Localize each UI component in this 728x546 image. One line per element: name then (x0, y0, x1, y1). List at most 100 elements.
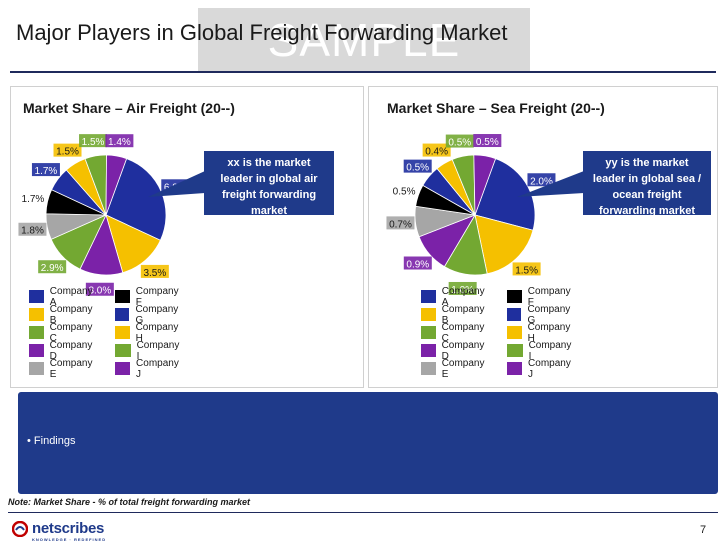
legend-swatch (115, 308, 130, 321)
legend-swatch (421, 290, 436, 303)
sea-freight-callout: yy is the market leader in global sea / … (583, 151, 711, 217)
callout-pointer (148, 171, 205, 197)
legend-item-company-h: Company H (507, 322, 573, 344)
legend-label: Company I (528, 339, 572, 362)
data-label-bg (79, 134, 108, 148)
data-label: 0.7% (389, 219, 412, 230)
legend-item-company-c: Company C (29, 322, 95, 344)
data-label-bg (512, 262, 541, 276)
legend-label: Company B (441, 303, 485, 326)
legend-item-company-h: Company H (115, 322, 181, 344)
data-label: 0.5% (476, 137, 499, 148)
legend-label: Company C (441, 321, 485, 344)
data-label-bg (390, 183, 419, 197)
legend-label: Company H (527, 321, 571, 344)
page-number: 7 (700, 524, 707, 536)
sea-freight-pie-chart: 2.0%1.5%1.0%0.9%0.7%0.5%0.5%0.4%0.5% 0.5% (386, 134, 584, 296)
legend-swatch (507, 344, 523, 357)
sample-watermark: SAMPLE (198, 8, 530, 72)
legend-item-company-g: Company G (507, 304, 573, 326)
legend-label: Company D (441, 339, 485, 362)
netscribes-logo: netscribes KNOWLEDGE · REDEFINED (12, 520, 105, 542)
data-label: 1.0% (451, 285, 474, 296)
pie-slice-company-a (474, 158, 536, 231)
data-label: 3.0% (88, 286, 111, 297)
legend-label: Company H (135, 321, 179, 344)
legend-swatch (507, 326, 522, 339)
air-freight-pie-chart: 6.8%3.5%3.0%2.9%1.8%1.7%1.7%1.5%1.5%1.4% (18, 134, 205, 297)
data-label-bg (422, 143, 451, 157)
legend-label: Company E (49, 357, 93, 380)
data-label-bg (18, 222, 47, 236)
legend-swatch (29, 326, 44, 339)
legend-item-company-e: Company E (421, 358, 487, 380)
footer-divider (8, 512, 718, 513)
legend-swatch (421, 308, 436, 321)
legend-label: Company G (135, 303, 179, 326)
legend-item-company-f: Company F (115, 286, 181, 308)
legend-swatch (421, 326, 436, 339)
legend-label: Company C (49, 321, 93, 344)
data-label-bg (403, 159, 432, 173)
legend-label: Company G (527, 303, 571, 326)
legend-swatch (115, 344, 131, 357)
legend-label: Company A (49, 285, 93, 308)
data-label: 0.5% (448, 138, 471, 149)
data-label-bg (38, 260, 67, 274)
data-label: 2.0% (530, 176, 553, 187)
logo-swirl-icon (12, 520, 28, 537)
legend-label: Company E (441, 357, 485, 380)
legend-item-company-a: Company A (29, 286, 95, 308)
data-label-bg (527, 173, 556, 187)
legend-item-company-a: Company A (421, 286, 487, 308)
pie-slice-company-d (473, 154, 497, 216)
sea-freight-panel: Market Share – Sea Freight (20--) 2.0% 1.… (368, 86, 718, 388)
legend-label: Company I (136, 339, 180, 362)
legend-swatch (115, 326, 130, 339)
legend-swatch (29, 308, 44, 321)
legend-item-company-f: Company F (507, 286, 573, 308)
data-label: 3.5% (143, 268, 166, 279)
data-label: 1.5% (56, 147, 79, 158)
data-label-bg (31, 163, 60, 177)
legend-item-company-d: Company D (421, 340, 487, 362)
data-label: 2.9% (41, 263, 64, 274)
logo-tagline: KNOWLEDGE · REDEFINED (32, 537, 107, 542)
legend-item-company-i: Company I (115, 340, 181, 362)
air-freight-callout: xx is the market leader in global air fr… (204, 151, 334, 217)
data-label-bg (473, 134, 502, 148)
legend-swatch (507, 362, 523, 375)
data-label-bg (53, 143, 82, 157)
findings-text: • Findings (27, 435, 76, 447)
slide-title: Major Players in Global Freight Forwardi… (16, 20, 508, 45)
legend-swatch (421, 362, 436, 375)
legend-swatch (421, 344, 436, 357)
footnote: Note: Market Share - % of total freight … (8, 497, 251, 507)
legend-swatch (507, 290, 522, 303)
legend-item-company-c: Company C (421, 322, 487, 344)
pie-slice-company-d (105, 154, 128, 216)
legend-label: Company F (135, 285, 179, 308)
data-label: 1.8% (21, 226, 44, 237)
callout-pointer (517, 171, 584, 197)
legend-label: Company A (441, 285, 485, 308)
title-divider (10, 71, 716, 73)
logo-text: netscribes (32, 520, 105, 537)
data-label: 0.5% (406, 163, 429, 174)
legend-item-company-b: Company B (421, 304, 487, 326)
legend-swatch (29, 290, 44, 303)
legend-swatch (115, 362, 131, 375)
legend-label: Company B (49, 303, 93, 326)
data-label: 1.4% (108, 137, 131, 148)
air-freight-chart-title: Market Share – Air Freight (20--) (23, 100, 235, 116)
data-label-bg (140, 264, 169, 278)
data-label: 1.5% (82, 137, 105, 148)
legend-item-company-i: Company I (507, 340, 573, 362)
data-label: 1.5% (515, 265, 538, 276)
legend-swatch (115, 290, 130, 303)
sea-freight-chart-title: Market Share – Sea Freight (20--) (387, 100, 605, 116)
pie-slice-company-h (474, 214, 534, 275)
data-label-bg (448, 281, 477, 295)
data-label-bg (105, 134, 134, 148)
data-label-bg (18, 191, 47, 205)
